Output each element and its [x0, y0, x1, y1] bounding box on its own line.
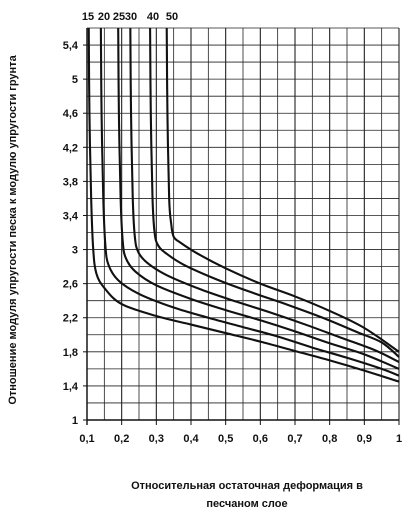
y-tick-label: 1,4	[63, 381, 79, 393]
series-label-40: 40	[147, 11, 159, 23]
y-tick-label: 4,6	[63, 108, 78, 120]
series-line-20	[99, 27, 400, 377]
x-tick-label: 0,2	[114, 433, 129, 445]
y-tick-label: 2,2	[63, 313, 78, 325]
series-line-25	[117, 27, 400, 370]
y-axis-label: Отношение модуля упругости песка к модул…	[7, 54, 19, 404]
x-tick-label: 0,1	[79, 433, 94, 445]
x-tick-label: 1	[396, 433, 402, 445]
y-tick-label: 1	[72, 415, 78, 427]
series-lines	[87, 27, 400, 383]
series-label-15: 15	[82, 11, 94, 23]
series-labels: 15 20 25 30 40 50	[82, 11, 178, 23]
y-tick-label: 2,6	[63, 279, 78, 291]
x-tick-label: 0,6	[253, 433, 268, 445]
series-line-40	[149, 27, 400, 358]
x-tick-label: 0,9	[357, 433, 372, 445]
y-tick-label: 4,2	[63, 142, 78, 154]
x-tick-label: 0,8	[322, 433, 337, 445]
x-axis-label-line2: песчаном слое	[206, 498, 287, 510]
series-line-30	[129, 27, 400, 363]
series-line-15	[87, 27, 400, 383]
y-tick-label: 3,8	[63, 176, 78, 188]
x-axis-label-line1: Относительная остаточная деформация в	[131, 480, 363, 492]
y-tick-label: 5,4	[63, 40, 79, 52]
y-tick-label: 3,4	[63, 210, 79, 222]
series-line-50	[165, 27, 400, 353]
series-label-25: 25	[113, 11, 125, 23]
series-label-30: 30	[125, 11, 137, 23]
x-tick-label: 0,4	[183, 433, 199, 445]
y-tick-label: 1,8	[63, 347, 78, 359]
series-label-50: 50	[166, 11, 178, 23]
x-tick-label: 0,7	[287, 433, 302, 445]
x-tick-label: 0,5	[218, 433, 233, 445]
x-tick-label: 0,3	[149, 433, 164, 445]
tick-labels: 0,1 0,2 0,3 0,4 0,5 0,6 0,7 0,8 0,9 1 1 1,4 1,8 2,2 2,…	[63, 40, 402, 445]
y-tick-label: 3	[72, 245, 78, 257]
y-tick-label: 5	[72, 74, 78, 86]
series-label-20: 20	[98, 11, 110, 23]
